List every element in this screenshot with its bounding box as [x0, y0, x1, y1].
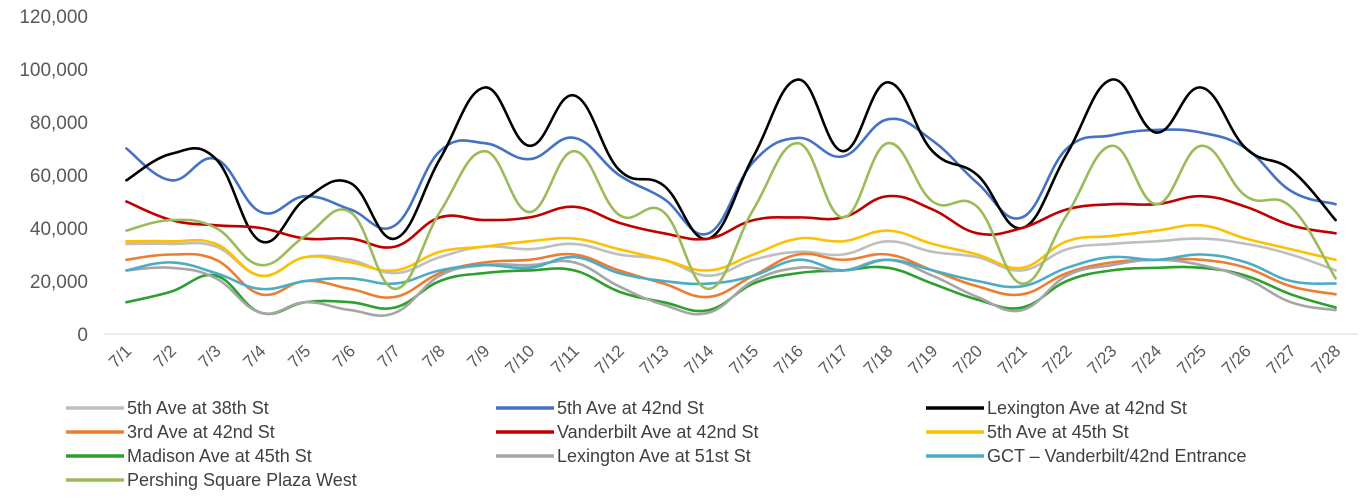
legend-item: Vanderbilt Ave at 42nd St	[496, 422, 758, 442]
x-tick-label: 7/10	[501, 341, 538, 378]
series-line-1	[125, 237, 1337, 278]
legend-label: Lexington Ave at 51st St	[557, 446, 751, 466]
x-tick-label: 7/3	[195, 341, 225, 371]
x-tick-label: 7/16	[770, 341, 807, 378]
x-tick-label: 7/4	[239, 341, 269, 371]
legend-item: Lexington Ave at 51st St	[496, 446, 751, 466]
y-tick-label: 120,000	[19, 7, 88, 28]
legend-item: 5th Ave at 42nd St	[496, 398, 704, 418]
x-tick-label: 7/14	[681, 341, 718, 378]
x-tick-label: 7/12	[591, 341, 628, 378]
x-tick-label: 7/15	[725, 341, 762, 378]
legend-label: 5th Ave at 42nd St	[557, 398, 704, 418]
legend-item: 5th Ave at 38th St	[66, 398, 269, 418]
x-axis: 7/1 7/2 7/3 7/4 7/5 7/6 7/7 7/8 7/9 7/10 7/11 7/12 7…	[105, 341, 1344, 378]
series-line-9	[125, 253, 1337, 291]
x-tick-label: 7/9	[463, 341, 493, 371]
legend-label: 5th Ave at 38th St	[127, 398, 269, 418]
x-tick-label: 7/22	[1039, 341, 1076, 378]
x-tick-label: 7/28	[1308, 341, 1345, 378]
x-tick-label: 7/11	[547, 341, 583, 377]
y-tick-label: 40,000	[30, 219, 88, 240]
y-tick-label: 100,000	[19, 60, 88, 81]
legend-item: Pershing Square Plaza West	[66, 470, 357, 490]
x-tick-label: 7/21	[994, 341, 1031, 378]
legend-item: Lexington Ave at 42nd St	[926, 398, 1187, 418]
x-tick-label: 7/2	[150, 341, 180, 371]
series-line-7	[125, 265, 1337, 316]
x-tick-label: 7/8	[419, 341, 449, 371]
y-tick-label: 80,000	[30, 113, 88, 134]
x-tick-label: 7/23	[1084, 341, 1121, 378]
legend-label: 5th Ave at 45th St	[987, 422, 1129, 442]
legend-label: Vanderbilt Ave at 42nd St	[557, 422, 758, 442]
series-line-5	[125, 194, 1337, 249]
legend-item: GCT – Vanderbilt/42nd Entrance	[926, 446, 1247, 466]
legend: 5th Ave at 38th St 5th Ave at 42nd St Lexi…	[66, 398, 1247, 490]
legend-label: Madison Ave at 45th St	[127, 446, 312, 466]
legend-label: Pershing Square Plaza West	[127, 470, 357, 490]
x-tick-label: 7/6	[329, 341, 359, 371]
x-tick-label: 7/1	[105, 341, 135, 371]
legend-label: GCT – Vanderbilt/42nd Entrance	[987, 446, 1247, 466]
series-line-8	[125, 258, 1337, 317]
x-tick-label: 7/26	[1218, 341, 1255, 378]
series-line-3	[125, 78, 1337, 244]
plot-area	[125, 78, 1337, 317]
x-tick-label: 7/17	[815, 341, 852, 378]
x-tick-label: 7/19	[905, 341, 942, 378]
x-tick-label: 7/5	[284, 341, 314, 371]
y-tick-label: 0	[77, 325, 88, 346]
x-tick-label: 7/27	[1263, 341, 1300, 378]
series-line-10	[125, 141, 1337, 291]
legend-item: 5th Ave at 45th St	[926, 422, 1129, 442]
legend-item: 3rd Ave at 42nd St	[66, 422, 275, 442]
y-tick-label: 20,000	[30, 272, 88, 293]
x-tick-label: 7/20	[949, 341, 986, 378]
legend-label: 3rd Ave at 42nd St	[127, 422, 275, 442]
legend-item: Madison Ave at 45th St	[66, 446, 312, 466]
series-line-2	[125, 117, 1337, 236]
legend-label: Lexington Ave at 42nd St	[987, 398, 1187, 418]
x-tick-label: 7/25	[1173, 341, 1210, 378]
series-line-6	[125, 223, 1337, 278]
x-tick-label: 7/7	[374, 341, 404, 371]
y-tick-label: 60,000	[30, 166, 88, 187]
x-tick-label: 7/13	[636, 341, 673, 378]
x-tick-label: 7/18	[860, 341, 897, 378]
x-tick-label: 7/24	[1128, 341, 1165, 378]
y-axis: 0 20,000 40,000 60,000 80,000 100,000 120,000	[19, 7, 88, 346]
